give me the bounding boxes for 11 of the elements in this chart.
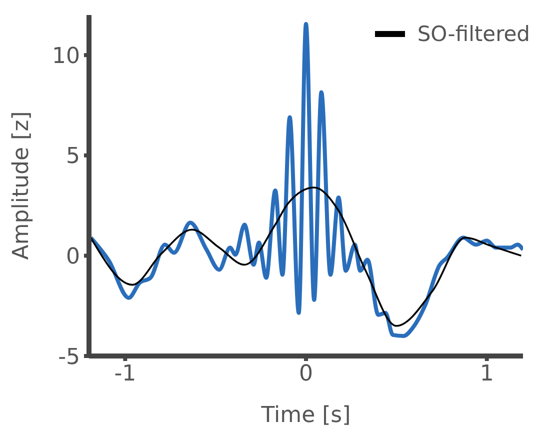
- y-tick-label: 10: [52, 44, 80, 69]
- y-tick-label: -5: [58, 344, 80, 370]
- x-tick-label: 1: [480, 362, 494, 387]
- x-axis-title: Time [s]: [260, 403, 351, 426]
- y-tick-label: 5: [66, 144, 80, 170]
- y-axis-title: Amplitude [z]: [8, 111, 34, 260]
- line-series: [90, 186, 522, 327]
- y-tick-label: 0: [66, 244, 80, 270]
- legend-label: SO-filtered: [417, 22, 530, 46]
- x-tick-label: 0: [299, 362, 313, 387]
- x-tick-label: -1: [114, 362, 136, 387]
